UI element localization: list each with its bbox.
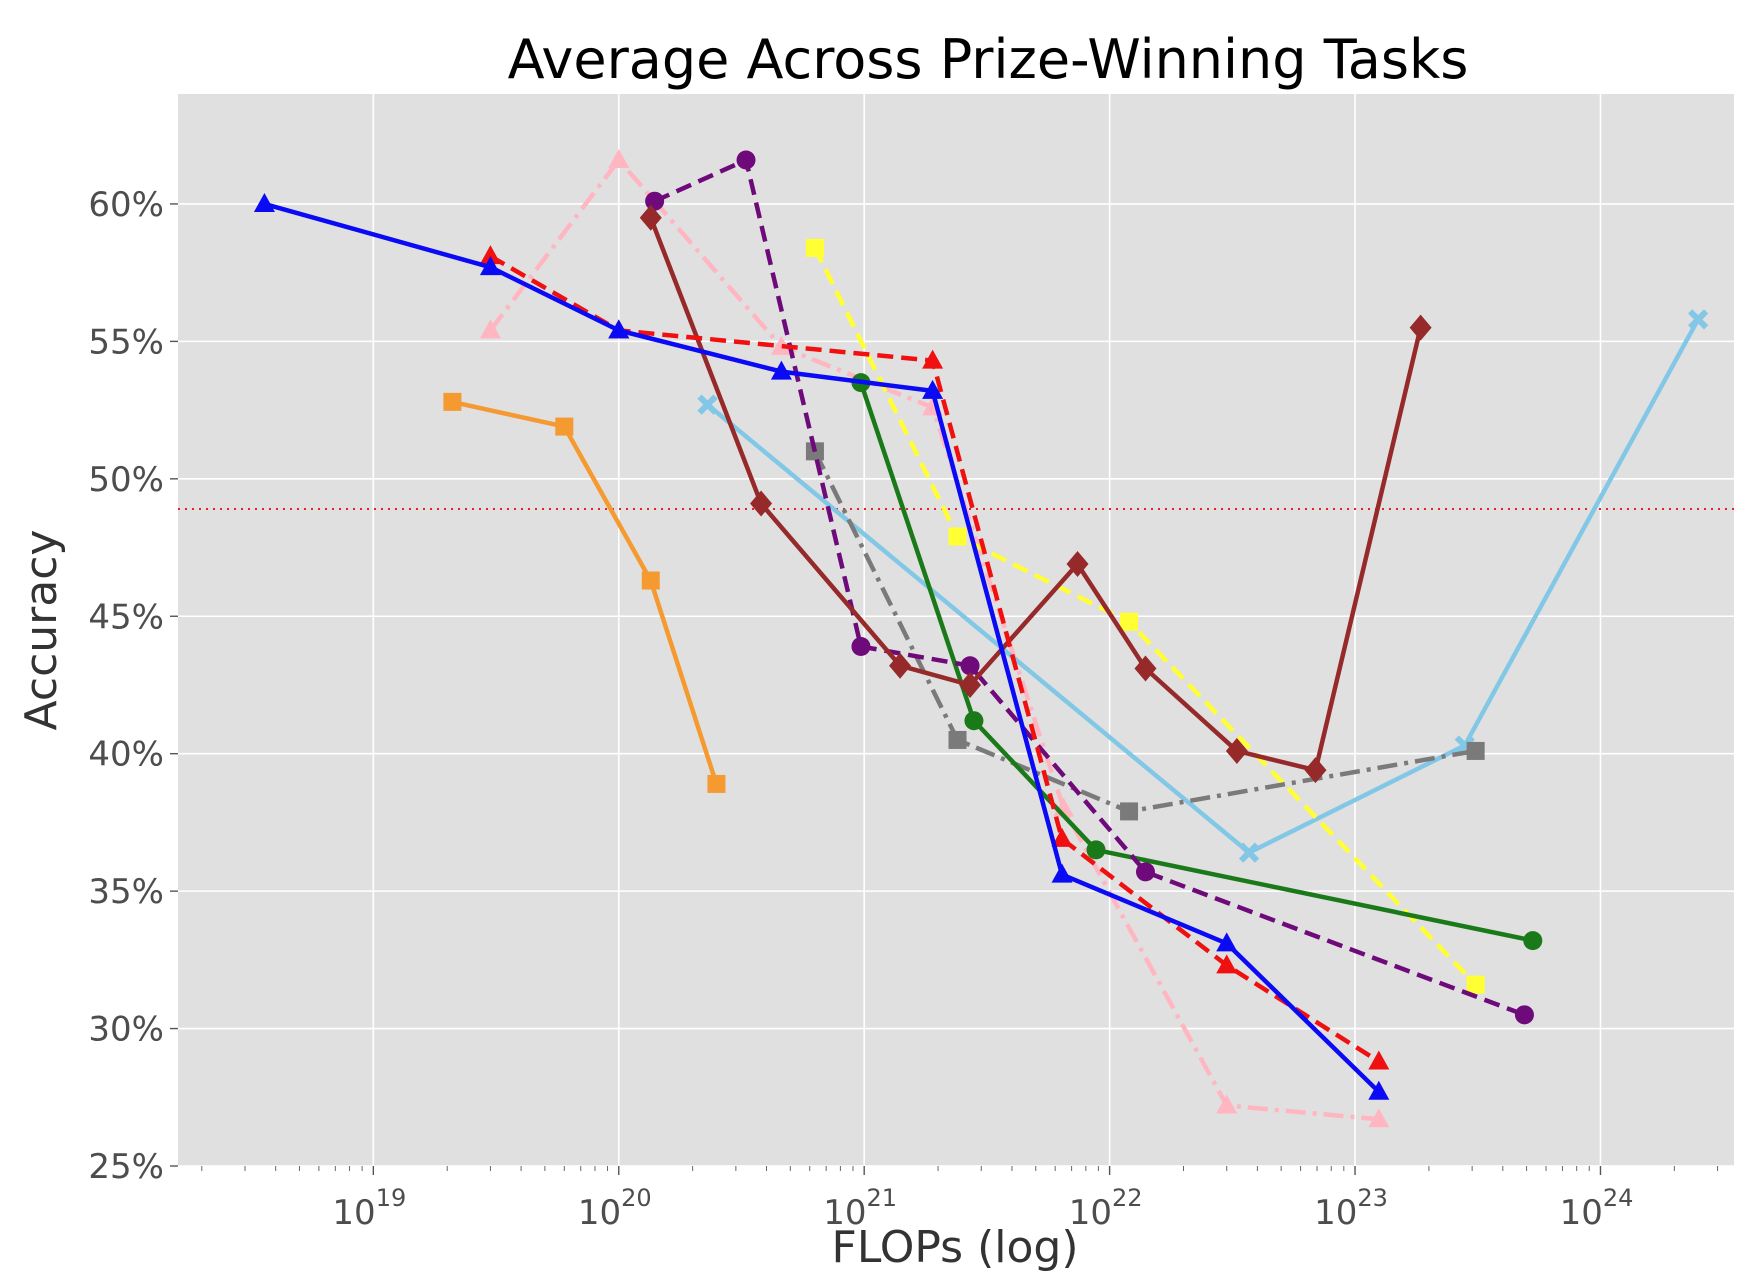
purple-circles-point	[1135, 862, 1155, 882]
x-tick-label: 1019	[332, 1184, 406, 1233]
blue-triangles-point	[1051, 863, 1073, 883]
series-light-blue-crosses	[697, 309, 1709, 863]
brown-diamonds-point	[639, 204, 662, 231]
light-blue-crosses-point	[1688, 309, 1709, 330]
yellow-squares-line	[812, 246, 1478, 987]
y-tick-label: 60%	[88, 185, 164, 225]
yellow-squares-point	[805, 238, 824, 257]
purple-circles-point	[1514, 1005, 1534, 1025]
purple-circles-point	[736, 150, 756, 170]
gray-squares-point	[1120, 802, 1139, 821]
light-blue-crosses-point	[1238, 842, 1260, 863]
x-tick-label: 1022	[1069, 1184, 1143, 1233]
gray-squares-point	[1466, 741, 1485, 760]
plot-area	[178, 94, 1734, 1166]
orange-squares-line	[451, 399, 719, 785]
light-blue-crosses-point	[697, 394, 718, 415]
gray-squares-line	[812, 450, 1476, 814]
y-tick-label: 45%	[88, 597, 164, 637]
x-axis-label: FLOPs (log)	[832, 1222, 1079, 1273]
blue-triangles-point	[253, 192, 275, 212]
blue-triangles-point	[608, 319, 630, 339]
series-blue-triangles	[253, 192, 1390, 1100]
y-tick-label: 35%	[88, 872, 164, 912]
series-pink-triangles	[479, 148, 1390, 1128]
gray-squares-point	[948, 730, 967, 749]
red-triangles-point	[479, 245, 501, 265]
purple-circles-point	[851, 636, 871, 656]
brown-diamonds-point	[1066, 551, 1089, 578]
orange-squares-point	[707, 774, 726, 793]
light-blue-crosses-line	[706, 318, 1701, 855]
green-circles-point	[1086, 840, 1106, 860]
blue-triangles-point	[479, 256, 501, 276]
purple-circles-point	[960, 656, 980, 676]
orange-squares-point	[641, 571, 660, 590]
y-tick-label: 25%	[88, 1147, 164, 1187]
red-triangles-point	[922, 349, 944, 369]
series-orange-squares	[443, 392, 726, 793]
chart-title: Average Across Prize-Winning Tasks	[508, 28, 1469, 91]
orange-squares-point	[443, 392, 462, 411]
series-green-circles	[851, 373, 1543, 951]
pink-triangles-point	[1368, 1108, 1390, 1128]
yellow-squares-point	[1120, 612, 1139, 631]
brown-diamonds-point	[1409, 314, 1432, 341]
y-tick-label: 50%	[88, 460, 164, 500]
brown-diamonds-point	[750, 490, 773, 517]
y-tick-label: 30%	[88, 1010, 164, 1050]
pink-triangles-point	[770, 335, 792, 355]
y-axis-ticks: 25% 30% 35% 40% 45% 50% 55% 60%	[88, 185, 178, 1187]
orange-squares-point	[555, 417, 574, 436]
blue-triangles-line	[263, 201, 1381, 1094]
red-triangles-point	[1216, 954, 1238, 974]
pink-triangles-point	[479, 319, 501, 339]
x-tick-label: 1020	[578, 1184, 652, 1233]
series-purple-circles	[645, 150, 1534, 1025]
blue-triangles-point	[1368, 1080, 1390, 1100]
brown-diamonds-point	[1304, 757, 1327, 784]
green-circles-point	[964, 711, 984, 731]
pink-triangles-point	[608, 148, 630, 168]
yellow-squares-point	[1466, 975, 1485, 994]
green-circles-line	[858, 381, 1534, 943]
blue-triangles-point	[770, 360, 792, 380]
blue-triangles-point	[922, 379, 944, 399]
series-brown-diamonds	[639, 204, 1432, 784]
series-layer	[253, 148, 1709, 1128]
x-tick-label: 1021	[823, 1184, 897, 1233]
yellow-squares-point	[948, 527, 967, 546]
pink-triangles-point	[1216, 1094, 1238, 1114]
brown-diamonds-point	[1134, 655, 1157, 682]
red-triangles-point	[1368, 1050, 1390, 1070]
x-axis-ticks: 1019 1020 1021 1022 1023 1024	[201, 1166, 1719, 1233]
blue-triangles-point	[1216, 932, 1238, 952]
series-yellow-squares	[805, 238, 1485, 994]
x-tick-label: 1023	[1314, 1184, 1388, 1233]
purple-circles-point	[645, 191, 665, 211]
red-triangles-point	[1051, 827, 1073, 847]
y-axis-label: Accuracy	[16, 530, 67, 731]
green-circles-point	[1523, 931, 1543, 951]
brown-diamonds-point	[1225, 737, 1248, 764]
x-tick-label: 1024	[1560, 1184, 1634, 1233]
y-tick-label: 40%	[88, 735, 164, 775]
brown-diamonds-point	[959, 671, 982, 698]
brown-diamonds-point	[889, 652, 912, 679]
y-tick-label: 55%	[88, 322, 164, 362]
purple-circles-line	[653, 157, 1526, 1017]
